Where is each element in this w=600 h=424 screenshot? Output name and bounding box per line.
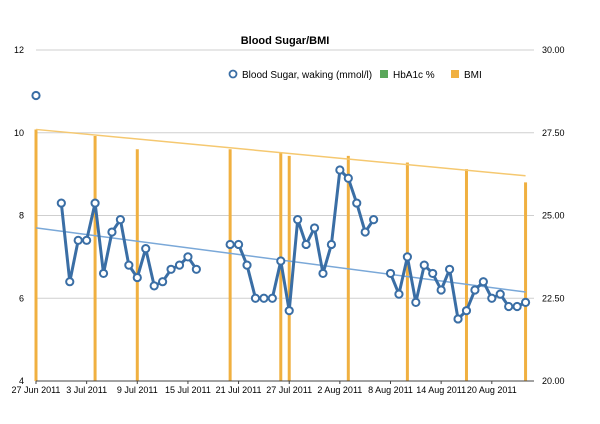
axes: 4 6 8 10 12 20.00 22.50 25.00 27.50 30.00 27 Jun 2… — [12, 45, 565, 395]
blood-sugar-point — [343, 173, 353, 183]
y-left-tick-label: 10 — [14, 128, 24, 138]
blood-sugar-point — [512, 301, 522, 312]
blood-sugar-point — [402, 252, 412, 262]
blood-sugar-point — [158, 277, 168, 287]
blood-sugar-point — [115, 215, 126, 225]
blood-sugar-point — [276, 256, 286, 266]
legend-marker — [451, 70, 459, 78]
blood-sugar-point — [428, 268, 438, 279]
blood-sugar-point — [166, 264, 176, 274]
blood-sugar-point — [487, 293, 497, 303]
x-tick-label: 3 Jul 2011 — [66, 385, 107, 395]
legend: Blood Sugar, waking (mmol/l) HbA1c % BMI — [228, 69, 482, 81]
x-tick-label: 21 Jul 2011 — [216, 385, 262, 395]
blood-sugar-point — [470, 285, 480, 295]
y-right-tick-label: 25.00 — [542, 211, 565, 221]
blood-sugar-point — [73, 235, 83, 245]
blood-sugar-point — [267, 293, 277, 303]
x-tick-label: 27 Jun 2011 — [12, 385, 61, 395]
blood-sugar-point — [191, 264, 201, 274]
blood-sugar-point — [495, 289, 505, 299]
blood-sugar-point — [309, 223, 320, 233]
blood-sugar-point — [107, 227, 117, 237]
blood-sugar-point — [31, 90, 41, 101]
blood-sugar-point — [461, 306, 472, 316]
blood-sugar-point — [132, 272, 142, 283]
blood-sugar-point — [82, 235, 92, 245]
blood-sugar-point — [233, 239, 244, 250]
legend-label: BMI — [464, 70, 482, 81]
legend-marker-blood-sugar — [228, 69, 238, 79]
x-tick-label: 8 Aug 2011 — [368, 385, 413, 395]
chart-title: Blood Sugar/BMI — [241, 35, 330, 47]
blood-sugar-point — [65, 277, 75, 287]
blood-sugar-point — [352, 198, 362, 208]
y-left-tick-label: 12 — [14, 45, 24, 55]
blood-sugar-point — [504, 301, 514, 312]
blood-sugar-point — [149, 281, 159, 291]
y-right-tick-label: 30.00 — [542, 45, 565, 55]
blood-sugar-point — [259, 293, 269, 303]
blood-sugar-point — [141, 244, 151, 254]
blood-sugar-point — [394, 289, 404, 299]
x-tick-label: 27 Jul 2011 — [266, 385, 312, 395]
blood-sugar-point — [411, 297, 421, 307]
blood-sugar-point — [293, 215, 303, 225]
blood-sugar-point — [419, 260, 429, 270]
bmi-bars — [34, 129, 528, 381]
blood-sugar-point — [326, 239, 337, 250]
legend-label: Blood Sugar, waking (mmol/l) — [242, 70, 372, 81]
y-right-tick-label: 20.00 — [542, 376, 565, 386]
legend-label: HbA1c % — [393, 70, 435, 81]
x-tick-label: 2 Aug 2011 — [317, 385, 362, 395]
blood-sugar-point — [385, 268, 396, 279]
blood-sugar-point — [369, 215, 379, 225]
y-left-tick-label: 8 — [19, 211, 24, 221]
blood-sugar-line — [230, 168, 375, 313]
blood-sugar-point — [250, 293, 261, 303]
blood-sugar-series — [31, 90, 531, 324]
x-tick-label: 15 Jul 2011 — [165, 385, 211, 395]
grid — [36, 49, 534, 382]
blood-sugar-point — [225, 239, 235, 250]
blood-sugar-point — [453, 314, 463, 324]
x-tick-label: 20 Aug 2011 — [467, 385, 517, 395]
trendline — [35, 128, 526, 177]
blood-sugar-point — [90, 198, 100, 208]
blood-sugar-point — [335, 165, 345, 175]
x-tick-label: 9 Jul 2011 — [117, 385, 158, 395]
blood-sugar-point — [478, 277, 488, 287]
blood-sugar-point — [98, 268, 109, 279]
blood-sugar-point — [242, 260, 252, 270]
blood-sugar-point — [360, 227, 370, 237]
blood-sugar-point — [444, 264, 455, 274]
y-right-tick-label: 22.50 — [542, 293, 565, 303]
legend-marker — [380, 70, 388, 78]
y-left-tick-label: 6 — [19, 293, 24, 303]
blood-sugar-point — [124, 260, 134, 270]
blood-sugar-point — [301, 239, 311, 250]
blood-sugar-point — [318, 268, 328, 279]
blood-sugar-point — [436, 285, 446, 295]
blood-sugar-point — [520, 297, 531, 307]
y-left-tick-label: 4 — [19, 376, 24, 386]
blood-sugar-point — [56, 198, 66, 208]
blood-sugar-point — [183, 252, 193, 262]
blood-sugar-point — [284, 306, 294, 316]
x-tick-label: 14 Aug 2011 — [416, 385, 466, 395]
y-right-tick-label: 27.50 — [542, 128, 565, 138]
blood-sugar-point — [174, 260, 185, 270]
